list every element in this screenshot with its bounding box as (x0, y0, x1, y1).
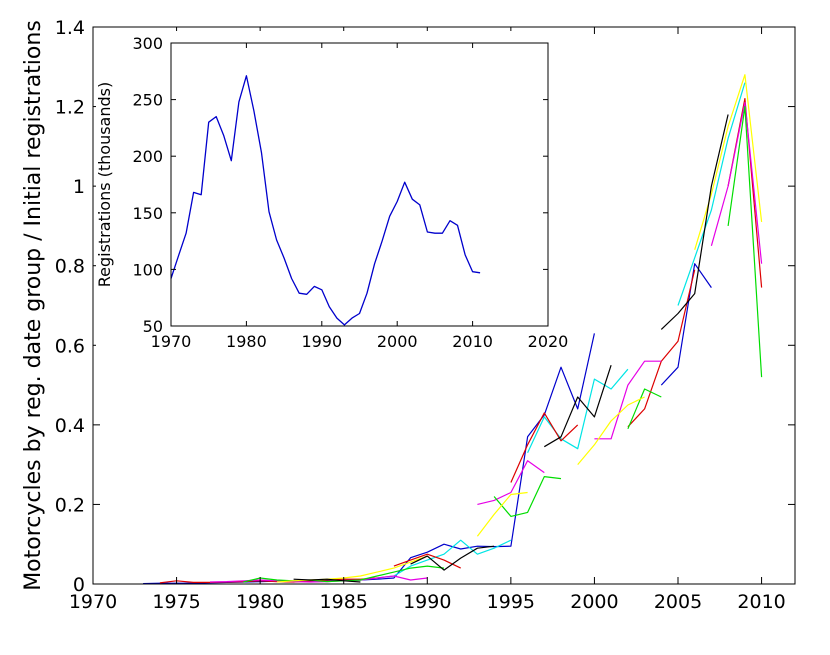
inset-series-line-1 (170, 75, 481, 326)
inset-x-tick-label: 1990 (301, 332, 342, 351)
main-series-line-6 (159, 577, 378, 584)
inset-plot-frame (170, 42, 549, 327)
main-series-line-24 (410, 545, 495, 571)
inset-ticks: 1970 1980 1990 2000 2010 2020 50 100 150 200 250 30… (132, 34, 568, 351)
inset-x-tick-label: 2020 (528, 332, 569, 351)
inset-x-tick-label: 1970 (151, 332, 192, 351)
inset-x-tick-label: 2000 (377, 332, 418, 351)
main-series-line-17 (627, 388, 662, 430)
inset-y-tick-label: 300 (132, 34, 163, 53)
main-series-line-23 (293, 578, 361, 583)
main-series-line-5 (677, 82, 746, 306)
inset-y-tick-label: 150 (132, 204, 163, 223)
main-y-tick-label: 0.6 (55, 335, 85, 357)
main-x-tick-label: 2010 (737, 591, 785, 613)
main-series-line-13 (594, 360, 662, 440)
main-x-tick-label: 1985 (320, 591, 368, 613)
main-series-line-7 (393, 553, 461, 569)
main-y-tick-label: 0.2 (55, 494, 85, 516)
main-x-tick-label: 2005 (654, 591, 702, 613)
main-series-line-12 (477, 460, 545, 505)
main-series-line-22 (694, 74, 763, 250)
main-y-tick-label: 1 (73, 176, 85, 198)
main-y-axis-label: Motorcycles by reg. date group / Initial… (21, 20, 46, 591)
inset-axes: 1970 1980 1990 2000 2010 2020 50 100 150 200 250 30… (95, 31, 573, 366)
main-series-line-2 (660, 263, 712, 386)
inset-y-tick-label: 200 (132, 147, 163, 166)
inset-background (96, 31, 573, 366)
main-y-tick-label: 1.2 (55, 97, 85, 119)
main-series-line-4 (527, 368, 629, 453)
main-series-line-18 (727, 105, 763, 378)
main-series-line-21 (577, 396, 645, 465)
main-series-line-25 (543, 365, 612, 448)
inset-x-tick-label: 2010 (452, 332, 493, 351)
inset-x-tick-label: 1980 (226, 332, 267, 351)
main-x-tick-label: 1980 (236, 591, 284, 613)
main-series-line-20 (476, 491, 528, 537)
inset-series-group (170, 75, 481, 326)
main-ticks: 1970 1975 1980 1985 1990 1995 2000 2005 2010 0 0.2… (55, 17, 795, 613)
main-y-tick-label: 1.4 (55, 17, 85, 39)
main-series-line-26 (660, 114, 729, 330)
main-plot-frame (92, 26, 796, 585)
inset-y-tick-label: 250 (132, 91, 163, 110)
inset-y-tick-label: 50 (143, 317, 163, 336)
main-series-line-8 (510, 412, 579, 483)
main-x-tick-label: 1970 (69, 591, 117, 613)
main-series-line-3 (377, 539, 512, 579)
main-x-tick-label: 1995 (487, 591, 535, 613)
inset-y-axis-label: Registrations (thousands) (95, 82, 114, 288)
main-series-line-19 (276, 555, 428, 583)
main-y-tick-label: 0.4 (55, 415, 85, 437)
main-x-tick-label: 2000 (570, 591, 618, 613)
main-axes: 1970 1975 1980 1985 1990 1995 2000 2005 2010 0 0.2… (21, 17, 796, 613)
main-y-tick-label: 0 (73, 574, 85, 596)
main-x-tick-label: 1975 (152, 591, 200, 613)
inset-y-tick-label: 100 (132, 260, 163, 279)
main-series-line-16 (493, 476, 562, 518)
main-y-tick-label: 0.8 (55, 256, 85, 278)
main-series-line-11 (209, 575, 428, 583)
main-x-tick-label: 1990 (403, 591, 451, 613)
main-series-line-14 (710, 101, 763, 264)
